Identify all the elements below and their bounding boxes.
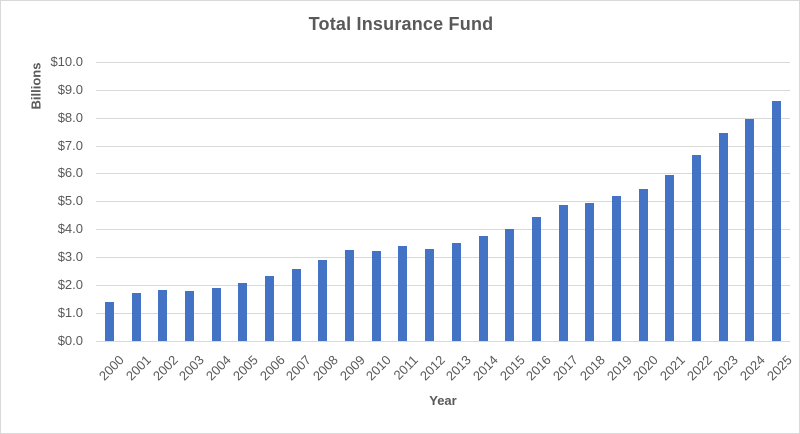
plot-area: [96, 62, 790, 342]
y-tick-label: $10.0: [50, 54, 83, 69]
x-tick-label: 2003: [176, 351, 208, 383]
y-tick-label: $3.0: [57, 248, 83, 264]
x-tick-label: 2008: [309, 351, 341, 383]
gridline: [96, 201, 790, 203]
bar-2003: [184, 290, 194, 341]
x-tick-label: 2007: [283, 351, 315, 383]
x-tick-label: 2010: [363, 351, 395, 383]
gridline: [96, 284, 790, 286]
bar-2011: [398, 245, 408, 341]
x-tick-label: 2017: [549, 351, 582, 383]
bar-2006: [265, 276, 274, 341]
x-tick-label: 2015: [496, 351, 528, 383]
bar-2001: [131, 293, 141, 341]
bar-2020: [638, 188, 648, 341]
gridline: [96, 89, 790, 91]
gridline: [96, 256, 790, 258]
y-tick-label: $6.0: [57, 165, 83, 181]
x-tick-label: 2004: [202, 351, 235, 383]
y-tick-label: $9.0: [57, 81, 83, 97]
x-tick-label: 2020: [630, 351, 662, 383]
y-tick-label: $4.0: [57, 221, 83, 237]
x-tick-label: 2024: [736, 351, 768, 383]
y-tick-label: $0.0: [57, 332, 83, 348]
y-tick-label: $2.0: [57, 276, 83, 292]
bar-2023: [718, 133, 728, 341]
bar-2000: [104, 301, 114, 341]
bar-2007: [291, 269, 301, 341]
x-tick-label: 2019: [603, 351, 635, 383]
x-tick-label: 2005: [229, 351, 261, 383]
y-tick-label: $1.0: [57, 304, 83, 320]
bar-2022: [692, 155, 702, 341]
bar-2010: [371, 251, 381, 341]
x-tick-label: 2009: [336, 351, 368, 383]
chart-title: Total Insurance Fund: [308, 14, 494, 34]
x-tick-label: 2014: [469, 351, 501, 383]
bar-2016: [531, 216, 541, 341]
gridline: [96, 117, 790, 119]
bar-2015: [505, 229, 515, 341]
bar-2013: [451, 243, 461, 341]
x-tick-label: 2013: [443, 351, 475, 383]
bar-2014: [478, 236, 488, 341]
bar-2021: [665, 174, 675, 341]
x-tick-label: 2002: [149, 351, 181, 383]
x-tick-label: 2006: [256, 351, 288, 383]
bar-2012: [425, 248, 435, 341]
bar-2025: [772, 101, 782, 341]
y-tick-label: $5.0: [57, 193, 83, 209]
x-tick-label: 2016: [523, 351, 555, 383]
bar-2024: [745, 119, 755, 341]
x-axis-line: [96, 340, 790, 342]
gridline: [96, 312, 790, 314]
x-tick-label: 2022: [683, 351, 715, 383]
gridline: [96, 229, 790, 231]
bar-2019: [612, 195, 621, 341]
bar-2009: [345, 250, 355, 341]
bar-2002: [158, 289, 168, 341]
bar-2004: [211, 287, 221, 341]
y-tick-label: $7.0: [57, 137, 83, 153]
x-tick-label: 2011: [390, 351, 421, 383]
bar-2008: [318, 259, 328, 341]
x-tick-label: 2001: [122, 351, 154, 383]
x-tick-label: 2023: [710, 351, 742, 383]
bar-2005: [238, 283, 248, 341]
bar-2017: [558, 205, 568, 341]
gridline: [96, 173, 790, 175]
x-tick-label: 2018: [576, 351, 608, 383]
x-tick-label: 2012: [416, 351, 448, 383]
bar-2018: [585, 202, 595, 341]
gridline: [96, 62, 790, 63]
x-tick-label: 2021: [656, 351, 688, 383]
x-tick-label: 2025: [763, 351, 795, 383]
gridline: [96, 145, 790, 147]
x-tick-label: 2000: [96, 351, 128, 383]
x-axis-title: Year: [429, 393, 457, 408]
y-tick-label: $8.0: [57, 109, 83, 125]
